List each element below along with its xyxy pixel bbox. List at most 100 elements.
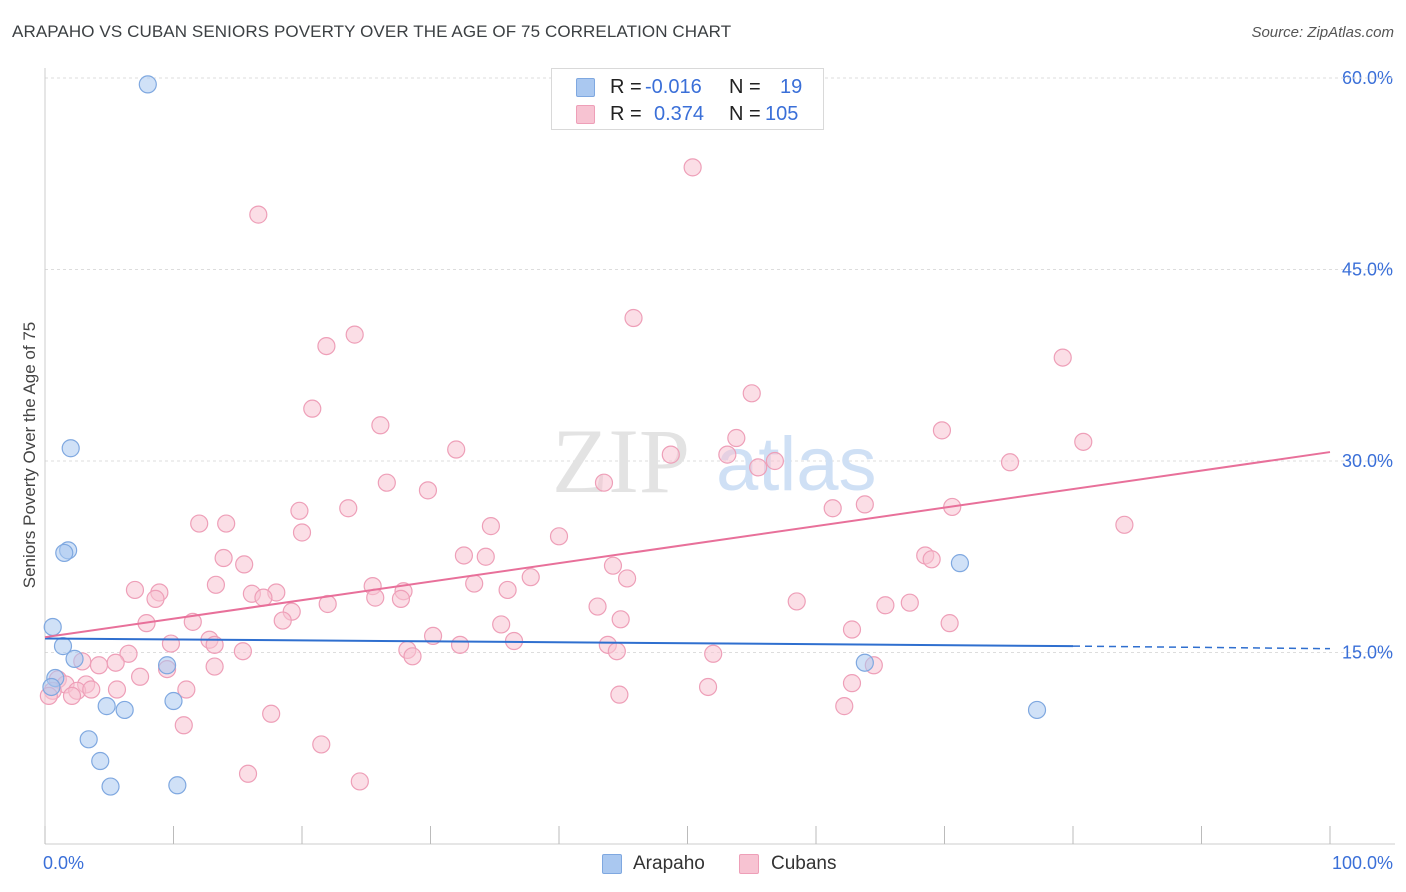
arapaho-point xyxy=(138,75,157,94)
legend-cubans-label: Cubans xyxy=(771,853,837,874)
cubans-point xyxy=(476,547,495,566)
cubans-point xyxy=(190,514,209,533)
cubans-point xyxy=(130,667,150,686)
cubans-point xyxy=(174,716,193,735)
cubans-point xyxy=(521,568,540,587)
cubans-point xyxy=(119,644,138,663)
cubans-point xyxy=(855,495,874,514)
arapaho-point xyxy=(115,700,134,720)
y-tick-label: 15.0% xyxy=(1342,643,1393,663)
x-tick-label-max: 100.0% xyxy=(1332,853,1393,873)
data-points xyxy=(39,75,1134,796)
arapaho-point xyxy=(61,439,80,458)
cubans-point xyxy=(450,635,470,654)
cubans-point xyxy=(62,686,82,706)
legend-cubans-swatch xyxy=(739,854,759,874)
cubans-point xyxy=(481,517,500,536)
cubans-point xyxy=(177,680,196,699)
cubans-point xyxy=(842,620,862,639)
arapaho-point xyxy=(43,617,62,637)
cubans-n-label: N = xyxy=(729,103,761,125)
arapaho-r-value: -0.016 xyxy=(645,76,702,98)
cubans-point xyxy=(377,473,396,492)
cubans-point xyxy=(217,514,236,533)
source-label: Source: ZipAtlas.com xyxy=(1251,24,1394,41)
arapaho-point xyxy=(65,649,84,668)
cubans-point xyxy=(749,458,768,477)
cubans-point xyxy=(742,384,761,403)
arapaho-point xyxy=(168,776,187,795)
cubans-point xyxy=(607,642,626,661)
cubans-r-label: R = xyxy=(610,103,642,125)
arapaho-n-label: N = xyxy=(729,76,761,98)
cubans-point xyxy=(290,501,309,520)
cubans-point xyxy=(940,614,959,633)
cubans-point xyxy=(89,656,109,675)
cubans-point xyxy=(146,589,165,608)
cubans-point xyxy=(447,440,466,459)
axes: 0.0% 100.0% xyxy=(43,68,1395,873)
cubans-point xyxy=(1053,348,1072,367)
cubans-point xyxy=(611,610,630,629)
cubans-point xyxy=(842,674,862,693)
cubans-point xyxy=(423,626,443,646)
x-tick-label-min: 0.0% xyxy=(43,853,84,873)
legend-arapaho-label: Arapaho xyxy=(633,853,705,874)
cubans-point xyxy=(1000,453,1020,472)
arapaho-point xyxy=(164,691,183,711)
cubans-point xyxy=(205,657,224,676)
arapaho-n-value: 19 xyxy=(780,76,803,98)
cubans-point xyxy=(303,399,322,418)
cubans-point xyxy=(1074,432,1093,451)
arapaho-point xyxy=(42,677,61,697)
cubans-point xyxy=(273,611,292,630)
cubans-point xyxy=(498,580,517,600)
cubans-point xyxy=(492,615,511,634)
watermark: ZIP atlas xyxy=(552,410,877,512)
cubans-point xyxy=(661,445,680,464)
arapaho-trend-extension xyxy=(1072,645,1331,650)
arapaho-point xyxy=(91,751,110,771)
arapaho-point xyxy=(97,697,116,716)
cubans-point xyxy=(183,612,202,631)
arapaho-point xyxy=(55,543,74,563)
cubans-point xyxy=(106,653,125,672)
cubans-point xyxy=(603,556,623,575)
arapaho-point xyxy=(950,554,970,573)
cubans-point xyxy=(624,308,643,328)
stats-box: R = -0.016 N = 19 R = 0.374 N = 105 xyxy=(551,68,824,130)
cubans-point xyxy=(233,642,252,661)
cubans-point xyxy=(922,550,941,569)
stats-row-arapaho: R = -0.016 N = 19 xyxy=(552,74,823,100)
cubans-point xyxy=(249,205,268,224)
cubans-point xyxy=(835,697,854,716)
arapaho-point xyxy=(1027,700,1047,720)
cubans-point xyxy=(588,597,607,616)
cubans-point xyxy=(262,704,281,723)
cubans-point xyxy=(549,527,569,546)
cubans-point xyxy=(727,428,746,448)
cubans-r-value: 0.374 xyxy=(654,103,705,125)
cubans-point xyxy=(235,555,254,574)
cubans-point xyxy=(161,634,181,653)
y-tick-label: 30.0% xyxy=(1342,451,1393,471)
cubans-point xyxy=(371,416,390,435)
arapaho-trend-line xyxy=(44,637,1074,648)
cubans-point xyxy=(1115,515,1134,534)
cubans-point xyxy=(345,325,364,344)
cubans-swatch xyxy=(576,105,595,124)
trend-lines xyxy=(44,451,1331,650)
cubans-point xyxy=(787,592,806,611)
cubans-point xyxy=(932,421,952,440)
arapaho-r-label: R = xyxy=(610,76,642,98)
legend-arapaho-swatch xyxy=(602,854,622,874)
arapaho-point xyxy=(79,730,98,749)
arapaho-swatch xyxy=(576,78,595,97)
cubans-point xyxy=(317,337,336,356)
cubans-trend-line xyxy=(44,451,1331,639)
cubans-point xyxy=(823,499,842,518)
cubans-point xyxy=(418,481,438,500)
stats-row-cubans: R = 0.374 N = 105 xyxy=(552,101,823,127)
cubans-n-value: 105 xyxy=(765,103,799,125)
cubans-point xyxy=(718,445,737,464)
